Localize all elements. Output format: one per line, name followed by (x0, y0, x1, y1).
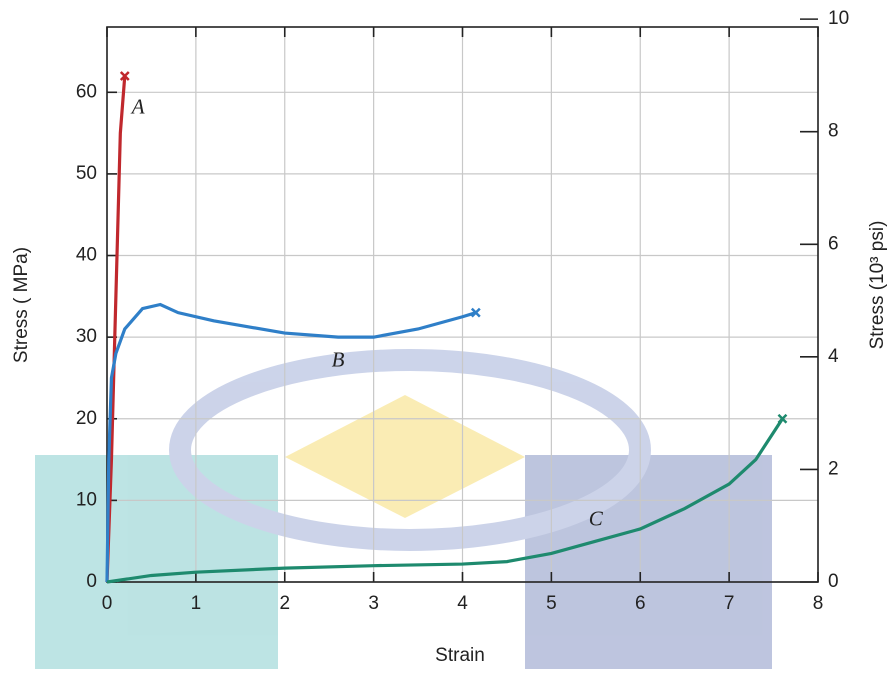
y-tick-label: 60 (76, 81, 97, 102)
watermark-block (525, 455, 772, 669)
x-tick-label: 7 (724, 593, 735, 614)
curve-label: C (589, 507, 604, 531)
y2-tick-label: 0 (828, 571, 839, 592)
curve-label: B (332, 347, 345, 371)
y2-tick-label: 4 (828, 346, 839, 367)
x-tick-label: 1 (191, 593, 202, 614)
y2-axis-label: Stress (10³ psi) (867, 221, 888, 350)
watermark (35, 360, 772, 669)
x-tick-label: 2 (279, 593, 290, 614)
chart: Strain Stress ( MPa) Stress (10³ psi) 0 1… (0, 0, 892, 669)
y2-tick-label: 8 (828, 121, 839, 142)
y-tick-label: 40 (76, 245, 97, 266)
y2-tick-label: 6 (828, 233, 839, 254)
x-tick-label: 4 (457, 593, 468, 614)
x-tick-label: 6 (635, 593, 646, 614)
y-tick-label: 10 (76, 489, 97, 510)
y-tick-label: 50 (76, 163, 97, 184)
watermark-diamond (285, 395, 525, 518)
x-axis-label: Strain (435, 645, 485, 666)
y2-tick-label: 2 (828, 458, 839, 479)
y-tick-label: 0 (86, 571, 97, 592)
y-axis-label: Stress ( MPa) (11, 247, 32, 363)
y2-tick-label: 10 (828, 8, 849, 29)
x-tick-label: 3 (368, 593, 379, 614)
y-tick-label: 30 (76, 326, 97, 347)
curve-label: A (130, 94, 145, 118)
watermark-block (35, 455, 278, 669)
x-tick-label: 5 (546, 593, 557, 614)
x-tick-label: 0 (102, 593, 113, 614)
x-tick-label: 8 (813, 593, 824, 614)
y-tick-label: 20 (76, 408, 97, 429)
